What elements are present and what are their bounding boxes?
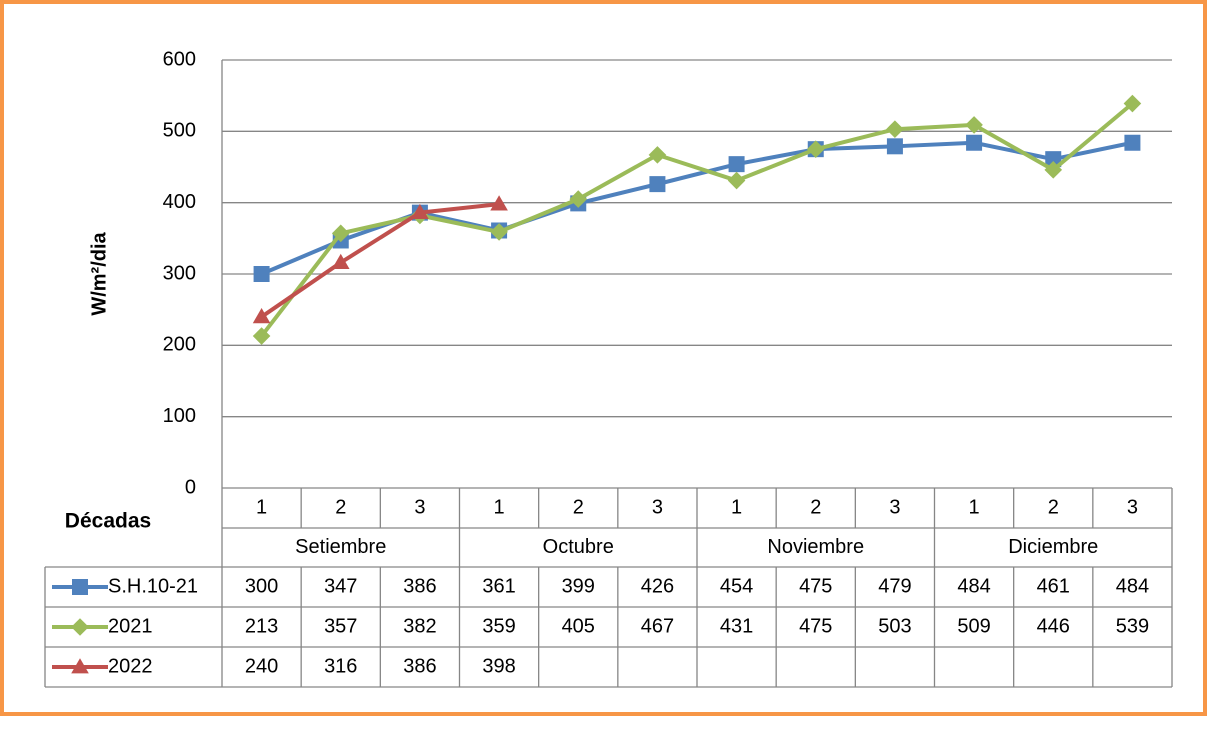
table-value: 484 (1116, 575, 1149, 597)
frame (0, 0, 1207, 716)
marker (411, 203, 429, 220)
marker (490, 195, 508, 211)
group-label: Octubre (543, 536, 614, 558)
x-tick-label: 3 (652, 496, 663, 518)
y-tick-label: 400 (163, 191, 196, 213)
table-value: 398 (482, 655, 515, 677)
table-value: 454 (720, 575, 753, 597)
table-value: 213 (245, 615, 278, 637)
marker (71, 658, 89, 674)
x-tick-label: 1 (256, 496, 267, 518)
marker (649, 176, 666, 193)
marker (569, 190, 588, 208)
y-tick-label: 600 (163, 48, 196, 70)
table-value: 405 (562, 615, 595, 637)
marker (1123, 94, 1142, 113)
table-value: 475 (799, 575, 832, 597)
y-tick-label: 0 (185, 476, 196, 498)
table-value: 316 (324, 655, 357, 677)
marker (252, 308, 271, 324)
legend-label: 2021 (108, 615, 153, 637)
series-line (260, 140, 1133, 276)
marker (331, 253, 350, 269)
table-value: 426 (641, 575, 674, 597)
marker (71, 618, 89, 636)
table-value: 386 (403, 575, 436, 597)
table-value: 446 (1037, 615, 1070, 637)
marker (490, 223, 508, 241)
table-value: 503 (878, 615, 911, 637)
series-line (259, 101, 1134, 338)
y-tick-label: 200 (163, 334, 196, 356)
series-line (260, 202, 500, 319)
marker (728, 156, 745, 173)
x-tick-label: 2 (810, 496, 821, 518)
x-tick-label: 2 (335, 496, 346, 518)
group-label: Setiembre (295, 536, 386, 558)
marker (648, 146, 667, 164)
table-value: 461 (1037, 575, 1070, 597)
table-value: 467 (641, 615, 674, 637)
legend-label: S.H.10-21 (108, 575, 198, 597)
marker (1045, 151, 1062, 168)
marker (72, 579, 88, 595)
marker (1044, 161, 1063, 179)
table-value: 347 (324, 575, 357, 597)
x-tick-label: 1 (731, 496, 742, 518)
y-axis-title: W/m²/dia (88, 231, 110, 315)
x-tick-label: 3 (1127, 496, 1138, 518)
y-tick-label: 500 (163, 120, 196, 142)
table-value: 479 (878, 575, 911, 597)
marker (331, 224, 350, 243)
marker (253, 266, 270, 282)
table-value: 359 (482, 615, 515, 637)
x-tick-label: 1 (969, 496, 980, 518)
x-tick-label: 3 (414, 496, 425, 518)
x-tick-label: 2 (573, 496, 584, 518)
table-value: 431 (720, 615, 753, 637)
table-value: 509 (957, 615, 990, 637)
table-value: 399 (562, 575, 595, 597)
marker (966, 134, 983, 151)
table-value: 300 (245, 575, 278, 597)
table-value: 382 (403, 615, 436, 637)
marker (806, 140, 825, 158)
table-value: 484 (957, 575, 990, 597)
y-tick-label: 100 (163, 405, 196, 427)
marker (965, 116, 983, 134)
table-value: 361 (482, 575, 515, 597)
table-value: 539 (1116, 615, 1149, 637)
legend-label: 2022 (108, 655, 153, 677)
table-value: 386 (403, 655, 436, 677)
x-tick-label: 3 (889, 496, 900, 518)
marker (1124, 134, 1141, 151)
table-value: 357 (324, 615, 357, 637)
group-label: Diciembre (1008, 536, 1098, 558)
marker (886, 120, 904, 138)
table-value: 475 (799, 615, 832, 637)
marker (886, 138, 903, 155)
x-tick-label: 1 (494, 496, 505, 518)
y-tick-label: 300 (163, 262, 196, 284)
x-axis-title: Décadas (65, 510, 151, 533)
marker (252, 327, 271, 345)
x-tick-label: 2 (1048, 496, 1059, 518)
marker (727, 171, 746, 190)
group-label: Noviembre (767, 536, 864, 558)
table-value: 240 (245, 655, 278, 677)
